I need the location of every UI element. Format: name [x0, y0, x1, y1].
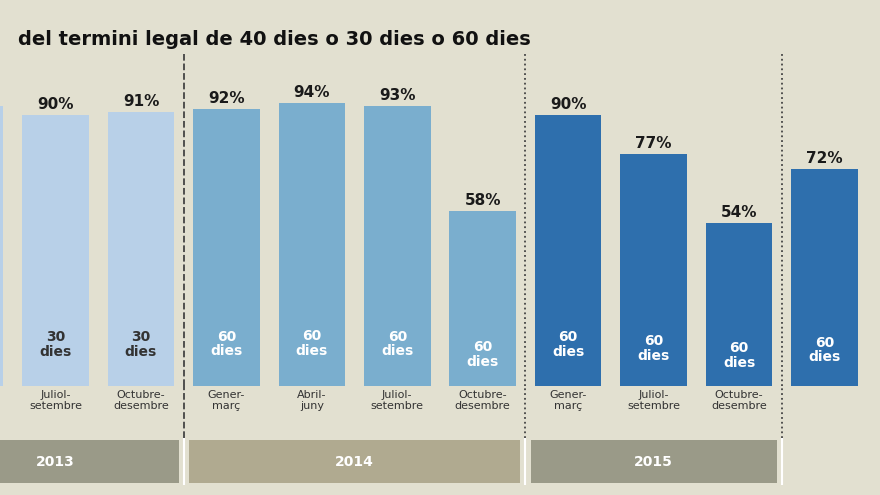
Text: 60
dies: 60 dies [637, 334, 670, 363]
Bar [620, 154, 687, 386]
Text: 92%: 92% [208, 91, 245, 106]
Text: 93%: 93% [379, 88, 415, 102]
Text: 60
dies: 60 dies [722, 341, 755, 370]
Bar [535, 115, 601, 386]
Text: Octubre-
desembre: Octubre- desembre [711, 390, 766, 411]
FancyBboxPatch shape [531, 441, 777, 483]
Text: 2013: 2013 [36, 454, 75, 469]
Text: Gener-
març: Gener- març [549, 390, 587, 411]
Text: 30
dies: 30 dies [40, 331, 71, 359]
Text: Abril-
juny: Abril- juny [297, 390, 326, 411]
Text: Juliol-
setembre: Juliol- setembre [29, 390, 82, 411]
Text: 58%: 58% [465, 193, 501, 208]
Text: 60
dies: 60 dies [552, 331, 584, 359]
Text: Gener-
març: Gener- març [208, 390, 246, 411]
Bar [0, 106, 4, 386]
Text: 54%: 54% [721, 205, 758, 220]
Text: 60
dies: 60 dies [296, 329, 328, 358]
Text: 91%: 91% [123, 94, 159, 109]
FancyBboxPatch shape [0, 441, 179, 483]
Bar [22, 115, 89, 386]
Bar [450, 211, 516, 386]
Text: Octubre-
desembre: Octubre- desembre [455, 390, 510, 411]
Text: 94%: 94% [294, 85, 330, 99]
Bar [107, 112, 174, 386]
Text: 2015: 2015 [634, 454, 673, 469]
Text: 2014: 2014 [335, 454, 374, 469]
Bar [364, 106, 430, 386]
Text: 72%: 72% [806, 151, 843, 166]
Text: 60
dies: 60 dies [210, 330, 243, 358]
Text: 90%: 90% [37, 97, 74, 112]
Text: 90%: 90% [550, 97, 586, 112]
Text: 60
dies: 60 dies [466, 340, 499, 369]
Text: 60
dies: 60 dies [381, 330, 414, 358]
Bar [193, 109, 260, 386]
Text: 60
dies: 60 dies [809, 336, 840, 364]
Text: Juliol-
setembre: Juliol- setembre [627, 390, 680, 411]
Text: 30
dies: 30 dies [125, 330, 158, 359]
Text: Juliol-
setembre: Juliol- setembre [370, 390, 424, 411]
Bar [706, 223, 773, 386]
Text: Octubre-
desembre: Octubre- desembre [114, 390, 169, 411]
Bar [791, 169, 858, 386]
Text: del termini legal de 40 dies o 30 dies o 60 dies: del termini legal de 40 dies o 30 dies o… [18, 30, 531, 49]
Text: 77%: 77% [635, 136, 671, 151]
Bar [279, 102, 345, 386]
FancyBboxPatch shape [189, 441, 520, 483]
